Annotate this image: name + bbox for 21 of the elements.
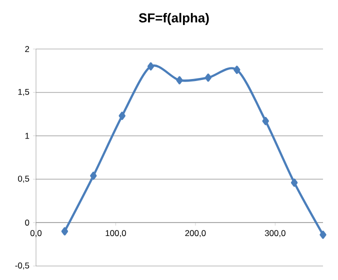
point xyxy=(147,62,154,70)
point xyxy=(262,116,269,126)
point xyxy=(290,178,298,187)
y-tick-label: 1 xyxy=(25,132,30,139)
point xyxy=(118,112,126,120)
y-tick-label: 0 xyxy=(25,220,30,226)
point xyxy=(320,230,326,239)
point xyxy=(234,66,240,74)
x-tick-label: 100,0 xyxy=(106,230,126,238)
point xyxy=(90,172,97,180)
point xyxy=(176,76,183,84)
y-tick-label: 1,5 xyxy=(18,88,30,96)
y-tick-label: -0,5 xyxy=(15,262,30,270)
x-tick-label: 0,0 xyxy=(30,230,42,238)
chart-title: SF=f(alpha) xyxy=(138,12,209,26)
y-tick-label: 2 xyxy=(25,46,30,52)
point xyxy=(204,74,212,82)
x-tick-label: 300,0 xyxy=(264,230,286,238)
point xyxy=(61,227,68,236)
y-tick-label: 0,5 xyxy=(18,176,30,183)
x-tick-label: 200,0 xyxy=(185,230,206,238)
